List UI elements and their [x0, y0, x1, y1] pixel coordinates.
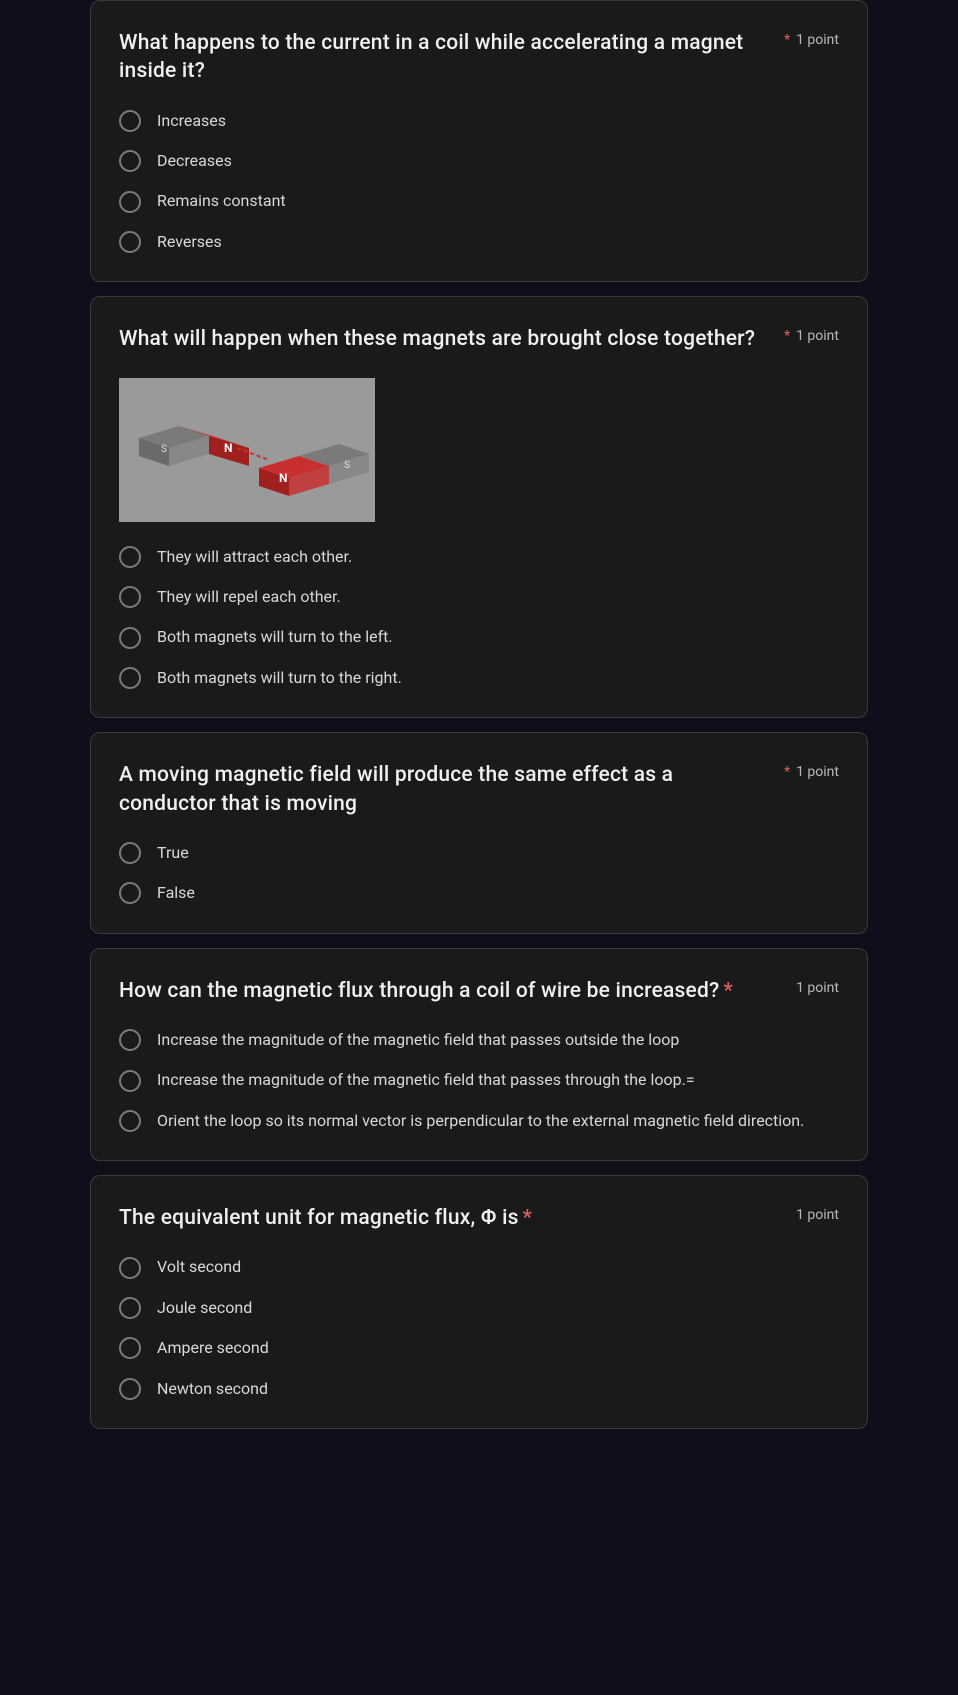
- option-label: They will repel each other.: [157, 586, 341, 608]
- radio-icon: [119, 1337, 141, 1359]
- options-group: Volt second Joule second Ampere second N…: [119, 1256, 839, 1400]
- radio-icon: [119, 882, 141, 904]
- option-label: Decreases: [157, 150, 232, 172]
- radio-option[interactable]: Both magnets will turn to the left.: [119, 626, 839, 648]
- question-image: N S N S: [119, 378, 375, 522]
- question-points: * 1 point: [784, 325, 839, 344]
- option-label: True: [157, 842, 189, 864]
- question-card: A moving magnetic field will produce the…: [90, 732, 868, 933]
- radio-icon: [119, 1029, 141, 1051]
- question-card: The equivalent unit for magnetic flux, Φ…: [90, 1175, 868, 1429]
- option-label: Reverses: [157, 231, 222, 253]
- radio-icon: [119, 667, 141, 689]
- radio-icon: [119, 1257, 141, 1279]
- question-header: The equivalent unit for magnetic flux, Φ…: [119, 1204, 839, 1232]
- radio-option[interactable]: They will attract each other.: [119, 546, 839, 568]
- option-label: Remains constant: [157, 190, 286, 212]
- radio-icon: [119, 1378, 141, 1400]
- radio-icon: [119, 1070, 141, 1092]
- radio-icon: [119, 150, 141, 172]
- question-title-text: How can the magnetic flux through a coil…: [119, 979, 719, 1003]
- question-points: * 1 point: [784, 29, 839, 48]
- radio-icon: [119, 110, 141, 132]
- radio-option[interactable]: Joule second: [119, 1297, 839, 1319]
- question-title: How can the magnetic flux through a coil…: [119, 977, 776, 1005]
- svg-text:N: N: [279, 471, 287, 485]
- option-label: False: [157, 882, 195, 904]
- radio-option[interactable]: Reverses: [119, 231, 839, 253]
- svg-text:N: N: [224, 441, 232, 455]
- option-label: Ampere second: [157, 1337, 269, 1359]
- required-asterisk: *: [784, 764, 790, 780]
- required-asterisk: *: [723, 979, 733, 1003]
- options-group: Increase the magnitude of the magnetic f…: [119, 1029, 839, 1132]
- option-label: They will attract each other.: [157, 546, 352, 568]
- option-label: Both magnets will turn to the right.: [157, 667, 402, 689]
- question-title-text: The equivalent unit for magnetic flux, Φ…: [119, 1206, 519, 1230]
- radio-option[interactable]: Remains constant: [119, 190, 839, 212]
- radio-option[interactable]: Increase the magnitude of the magnetic f…: [119, 1069, 839, 1091]
- question-points: * 1 point: [784, 761, 839, 780]
- radio-option[interactable]: Volt second: [119, 1256, 839, 1278]
- option-label: Joule second: [157, 1297, 252, 1319]
- svg-text:S: S: [161, 444, 167, 455]
- radio-option[interactable]: Decreases: [119, 150, 839, 172]
- radio-option[interactable]: Newton second: [119, 1378, 839, 1400]
- question-points: 1 point: [796, 977, 839, 996]
- question-header: How can the magnetic flux through a coil…: [119, 977, 839, 1005]
- radio-icon: [119, 191, 141, 213]
- radio-icon: [119, 842, 141, 864]
- question-header: A moving magnetic field will produce the…: [119, 761, 839, 818]
- question-header: What will happen when these magnets are …: [119, 325, 839, 353]
- required-asterisk: *: [784, 328, 790, 344]
- options-group: True False: [119, 842, 839, 905]
- question-title: What happens to the current in a coil wh…: [119, 29, 764, 86]
- radio-icon: [119, 627, 141, 649]
- options-group: They will attract each other. They will …: [119, 546, 839, 690]
- option-label: Increase the magnitude of the magnetic f…: [157, 1029, 679, 1051]
- question-title: What will happen when these magnets are …: [119, 325, 764, 353]
- options-group: Increases Decreases Remains constant Rev…: [119, 110, 839, 254]
- points-label: 1 point: [796, 1207, 839, 1223]
- question-title: The equivalent unit for magnetic flux, Φ…: [119, 1204, 776, 1232]
- option-label: Newton second: [157, 1378, 268, 1400]
- radio-icon: [119, 1110, 141, 1132]
- radio-option[interactable]: Increases: [119, 110, 839, 132]
- radio-option[interactable]: They will repel each other.: [119, 586, 839, 608]
- radio-option[interactable]: Orient the loop so its normal vector is …: [119, 1110, 839, 1132]
- radio-option[interactable]: Increase the magnitude of the magnetic f…: [119, 1029, 839, 1051]
- option-label: Increase the magnitude of the magnetic f…: [157, 1069, 695, 1091]
- required-asterisk: *: [523, 1206, 533, 1230]
- radio-icon: [119, 1297, 141, 1319]
- points-label: 1 point: [796, 328, 839, 344]
- points-label: 1 point: [796, 980, 839, 996]
- points-label: 1 point: [796, 764, 839, 780]
- radio-icon: [119, 586, 141, 608]
- question-title: A moving magnetic field will produce the…: [119, 761, 764, 818]
- radio-option[interactable]: Both magnets will turn to the right.: [119, 667, 839, 689]
- option-label: Volt second: [157, 1256, 241, 1278]
- radio-option[interactable]: True: [119, 842, 839, 864]
- option-label: Orient the loop so its normal vector is …: [157, 1110, 804, 1132]
- question-card: What happens to the current in a coil wh…: [90, 0, 868, 282]
- radio-option[interactable]: Ampere second: [119, 1337, 839, 1359]
- question-card: What will happen when these magnets are …: [90, 296, 868, 718]
- points-label: 1 point: [796, 32, 839, 48]
- question-points: 1 point: [796, 1204, 839, 1223]
- option-label: Increases: [157, 110, 226, 132]
- radio-icon: [119, 231, 141, 253]
- option-label: Both magnets will turn to the left.: [157, 626, 393, 648]
- svg-text:S: S: [344, 460, 350, 471]
- question-header: What happens to the current in a coil wh…: [119, 29, 839, 86]
- radio-option[interactable]: False: [119, 882, 839, 904]
- required-asterisk: *: [784, 32, 790, 48]
- question-card: How can the magnetic flux through a coil…: [90, 948, 868, 1162]
- radio-icon: [119, 546, 141, 568]
